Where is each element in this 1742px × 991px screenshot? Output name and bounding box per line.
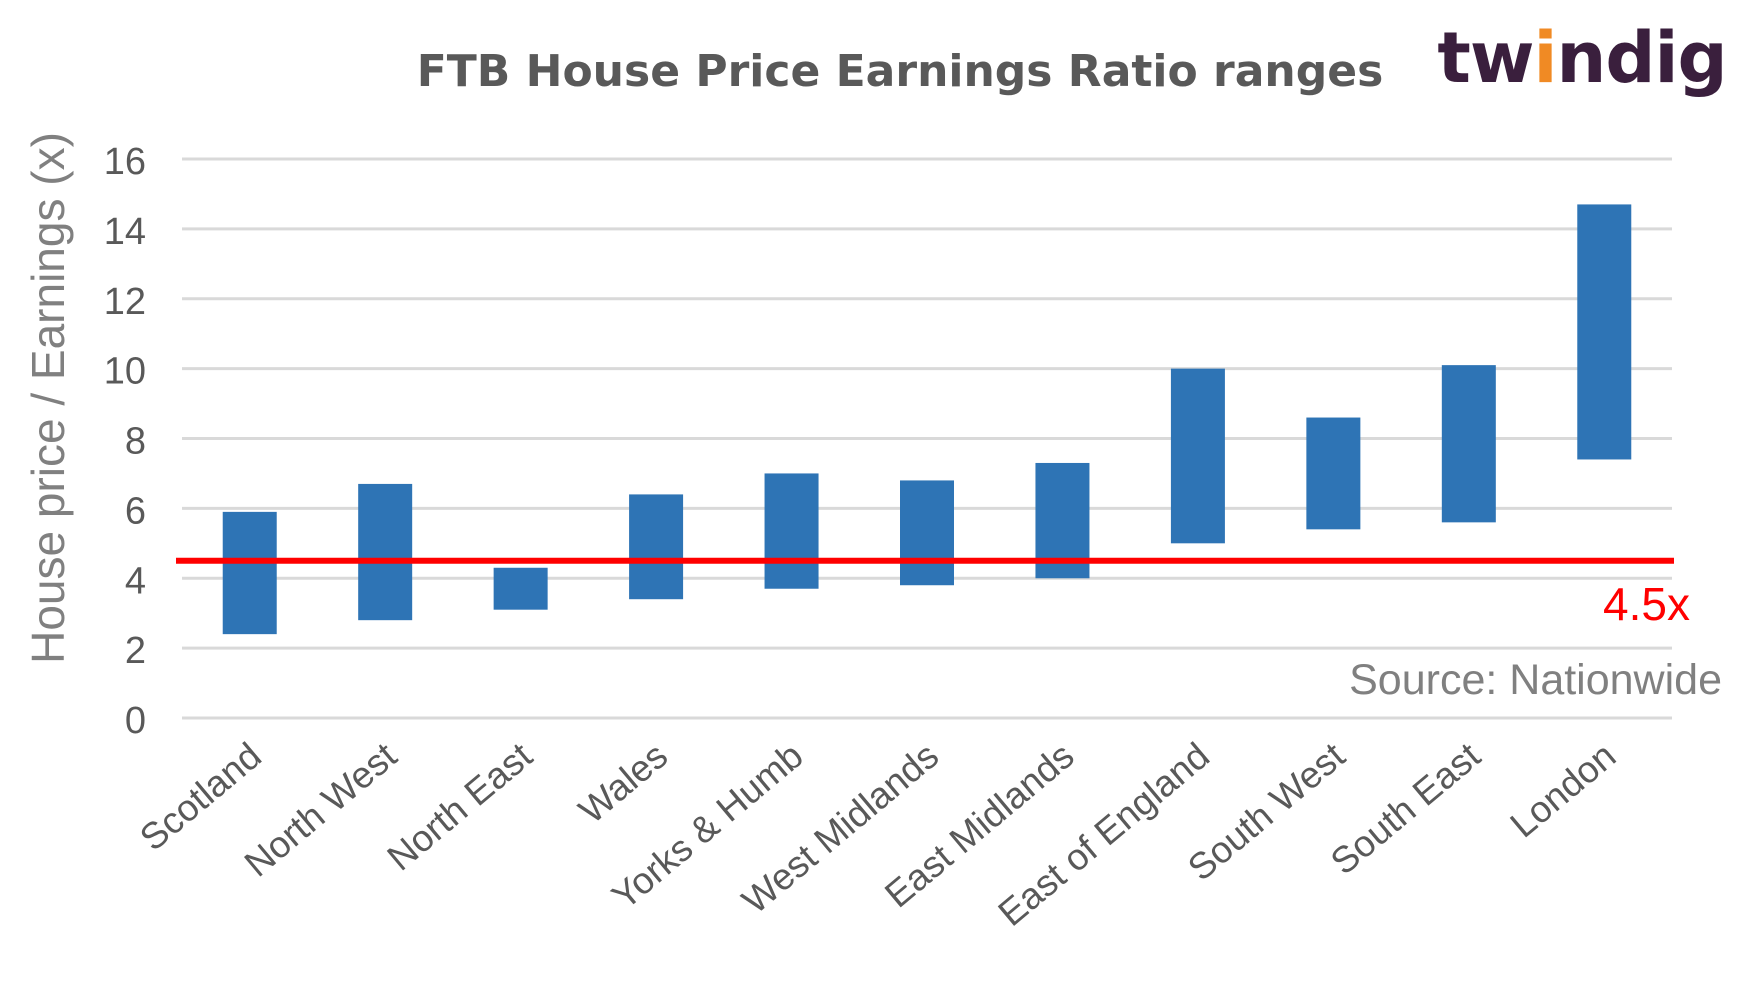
twindig-logo: twindig <box>1437 17 1727 99</box>
reference-line-label: 4.5x <box>1603 578 1690 630</box>
x-tick-label: North West <box>237 734 405 884</box>
range-bar <box>1170 368 1225 544</box>
logo-text-part: ndig <box>1557 17 1727 99</box>
y-tick-label: 16 <box>104 141 146 183</box>
y-tick-labels: 0 2 4 6 8 10 12 14 16 <box>104 141 146 742</box>
logo-accent-letter: i <box>1534 17 1557 99</box>
y-tick-label: 2 <box>125 630 146 672</box>
x-tick-label: London <box>1502 735 1623 846</box>
y-tick-label: 10 <box>104 351 146 393</box>
reference-line-group: 4.5x <box>176 557 1690 630</box>
y-tick-label: 0 <box>125 700 146 742</box>
range-bar <box>222 511 277 635</box>
chart-title: FTB House Price Earnings Ratio ranges <box>417 46 1384 97</box>
gridlines <box>182 157 1672 720</box>
source-note: Source: Nationwide <box>1349 656 1722 704</box>
x-tick-label: Scotland <box>132 735 269 859</box>
range-bar <box>1306 417 1361 530</box>
range-bar <box>764 473 819 589</box>
y-axis-label: House price / Earnings (x) <box>22 132 74 664</box>
x-tick-label: South East <box>1323 734 1489 882</box>
x-tick-label: North East <box>380 734 541 878</box>
y-tick-label: 4 <box>125 560 146 602</box>
range-bar <box>493 567 548 610</box>
y-tick-label: 6 <box>125 490 146 532</box>
x-tick-label: Wales <box>571 735 675 832</box>
logo-text: twindig <box>1437 17 1726 99</box>
y-tick-label: 8 <box>125 421 146 463</box>
y-tick-label: 14 <box>104 211 146 253</box>
range-bar <box>629 494 684 600</box>
range-bars <box>222 204 1632 635</box>
range-bar <box>900 480 954 586</box>
range-bar <box>358 483 413 621</box>
range-bar <box>1577 204 1632 460</box>
logo-text-part: tw <box>1437 17 1533 99</box>
y-tick-label: 12 <box>104 281 146 323</box>
range-bar <box>1441 365 1496 523</box>
